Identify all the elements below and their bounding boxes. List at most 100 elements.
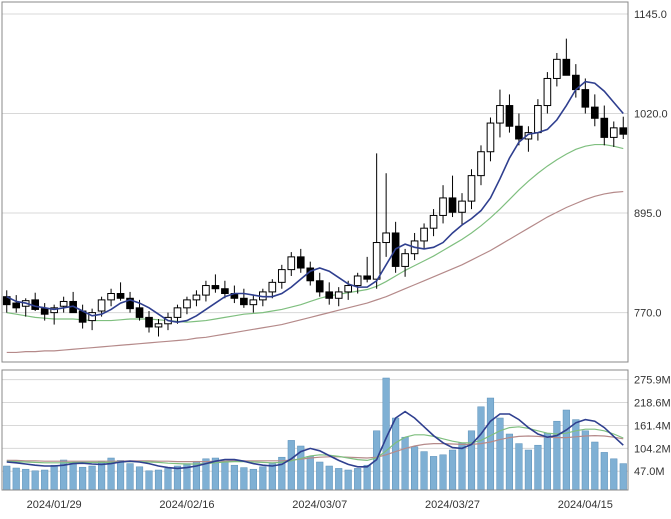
- candle-body: [335, 292, 342, 298]
- candle-body: [326, 292, 333, 298]
- candle-body: [440, 198, 447, 216]
- candle-body: [297, 257, 304, 268]
- candle-body: [203, 286, 210, 296]
- candle-body: [108, 294, 115, 300]
- candle-body: [544, 78, 551, 105]
- volume-bar: [440, 455, 447, 490]
- candle-body: [345, 286, 352, 292]
- volume-bar: [32, 471, 39, 490]
- volume-bar: [497, 418, 504, 490]
- volume-bar: [51, 465, 58, 490]
- volume-bar: [582, 431, 589, 490]
- volume-bar: [316, 462, 323, 490]
- volume-bar: [13, 468, 20, 490]
- volume-bar: [260, 467, 267, 490]
- candle-body: [535, 106, 542, 133]
- volume-bar: [525, 450, 532, 490]
- volume-bar: [165, 468, 172, 490]
- volume-bar: [449, 450, 456, 490]
- volume-bar: [146, 471, 153, 490]
- volume-bar: [554, 421, 561, 490]
- candle-body: [146, 317, 153, 327]
- candle-body: [155, 324, 162, 327]
- candle-body: [554, 59, 561, 78]
- volume-bar: [288, 440, 295, 490]
- chart-container: 770.0895.01020.01145.047.0M104.2M161.4M2…: [0, 0, 671, 519]
- volume-bar: [335, 468, 342, 490]
- x-axis-label: 2024/01/29: [27, 499, 82, 511]
- candle-body: [174, 308, 181, 318]
- candle-body: [620, 128, 627, 134]
- candle-body: [610, 128, 617, 138]
- volume-bar: [487, 398, 494, 490]
- volume-bar: [22, 469, 29, 490]
- volume-bar: [610, 459, 617, 490]
- volume-bar: [468, 431, 475, 490]
- volume-bar: [250, 469, 257, 490]
- candle-body: [421, 228, 428, 241]
- candle-body: [373, 243, 380, 280]
- candle-body: [364, 276, 371, 279]
- candle-body: [487, 123, 494, 152]
- volume-bar: [421, 452, 428, 490]
- volume-bar: [70, 463, 77, 490]
- candle-body: [563, 59, 570, 75]
- volume-bar: [392, 418, 399, 490]
- candle-body: [430, 215, 437, 228]
- candle-body: [591, 107, 598, 118]
- candle-body: [13, 303, 20, 308]
- candle-body: [241, 298, 248, 304]
- price-panel: [2, 2, 628, 362]
- candle-body: [184, 300, 191, 308]
- price-y-label: 895.0: [634, 208, 662, 220]
- volume-bar: [326, 466, 333, 490]
- x-axis-label: 2024/02/16: [159, 499, 214, 511]
- volume-bar: [591, 442, 598, 490]
- volume-bar: [98, 461, 105, 490]
- volume-bar: [117, 460, 124, 490]
- volume-bar: [430, 456, 437, 490]
- volume-y-label: 104.2M: [634, 443, 671, 455]
- volume-bar: [136, 467, 143, 490]
- candle-body: [402, 254, 409, 267]
- candle-body: [516, 126, 523, 139]
- volume-bar: [269, 464, 276, 490]
- volume-bar: [563, 410, 570, 490]
- volume-bar: [620, 464, 627, 490]
- candle-body: [459, 201, 466, 212]
- x-axis-label: 2024/03/27: [425, 499, 480, 511]
- volume-bar: [345, 470, 352, 490]
- volume-bar: [222, 462, 229, 490]
- volume-bar: [79, 467, 86, 490]
- volume-bar: [601, 452, 608, 490]
- candle-body: [601, 118, 608, 137]
- candle-body: [449, 198, 456, 212]
- candle-body: [269, 282, 276, 292]
- price-y-label: 770.0: [634, 308, 662, 320]
- volume-bar: [127, 464, 134, 490]
- volume-bar: [241, 468, 248, 490]
- candle-body: [250, 300, 257, 305]
- candle-body: [60, 301, 67, 306]
- price-y-label: 1145.0: [634, 9, 667, 21]
- volume-bar: [459, 443, 466, 490]
- x-axis-label: 2024/04/15: [558, 499, 613, 511]
- volume-bar: [544, 433, 551, 490]
- volume-y-label: 161.4M: [634, 420, 671, 432]
- volume-bar: [307, 456, 314, 490]
- volume-bar: [155, 470, 162, 490]
- volume-bar: [411, 447, 418, 490]
- volume-bar: [3, 466, 10, 490]
- volume-bar: [478, 407, 485, 490]
- volume-bar: [516, 444, 523, 490]
- candle-body: [212, 286, 219, 289]
- volume-bar: [506, 434, 513, 490]
- candle-body: [117, 294, 124, 299]
- candle-body: [278, 270, 285, 283]
- candle-body: [582, 90, 589, 108]
- volume-y-label: 218.6M: [634, 398, 671, 410]
- candle-body: [136, 308, 143, 318]
- candle-body: [98, 300, 105, 311]
- volume-bar: [535, 445, 542, 490]
- volume-bar: [89, 466, 96, 490]
